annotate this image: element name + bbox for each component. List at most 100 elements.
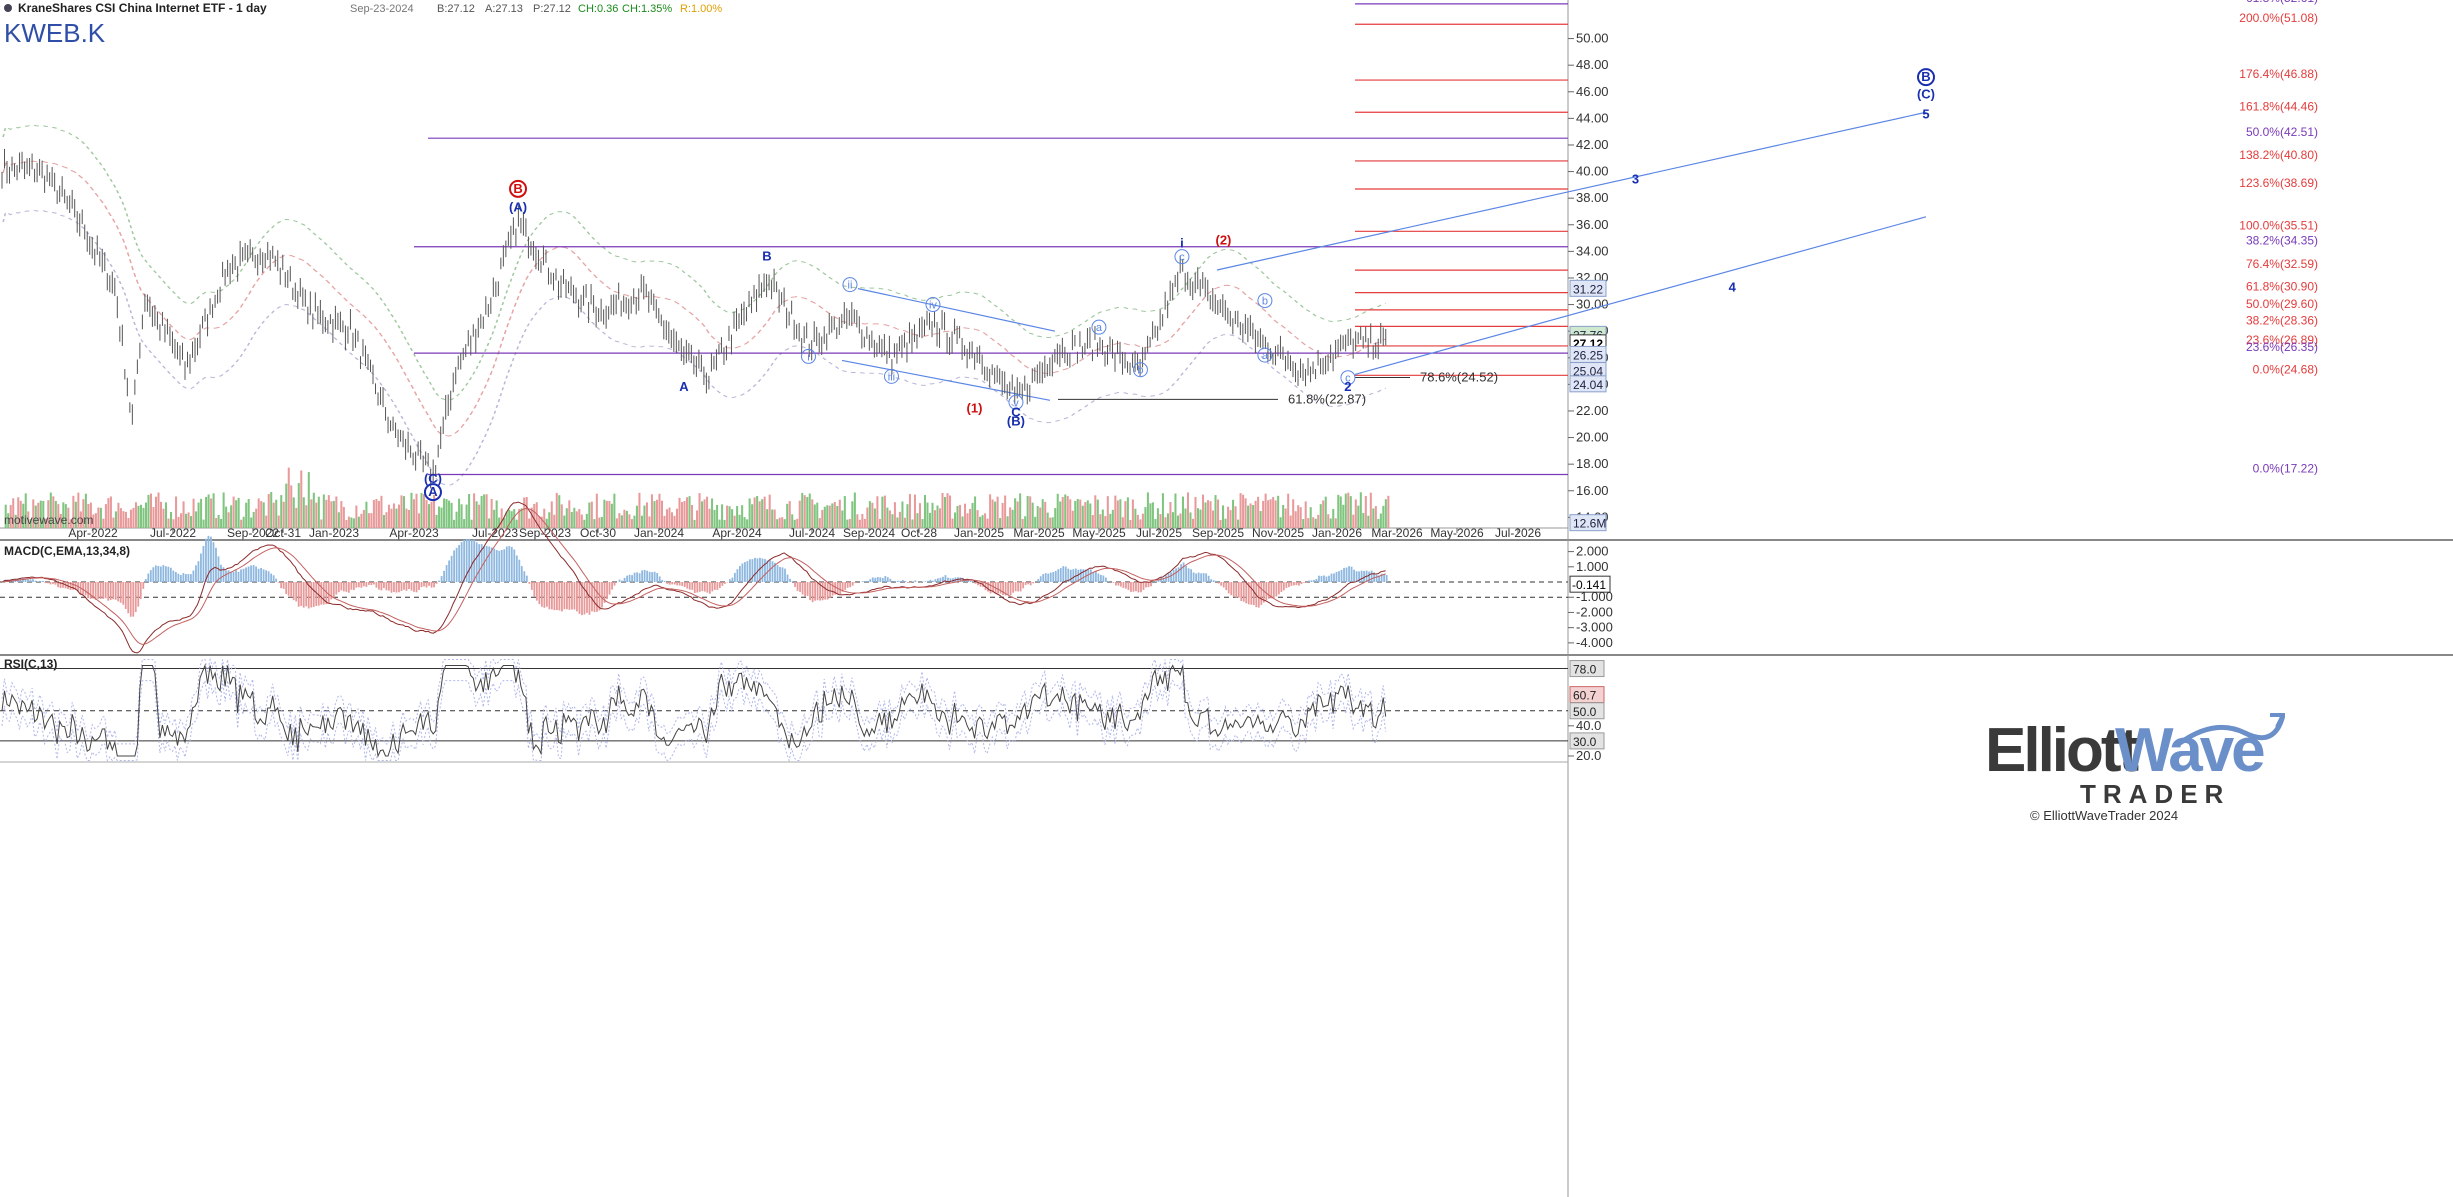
macd-histogram-bar	[1370, 570, 1373, 583]
wave-label: 3	[1632, 172, 1639, 187]
macd-histogram-bar	[1175, 568, 1177, 583]
volume-bar	[177, 516, 180, 528]
volume-bar	[1001, 502, 1004, 528]
macd-histogram-bar	[400, 582, 403, 591]
macd-histogram-bar	[774, 562, 776, 583]
macd-histogram-bar	[638, 573, 641, 583]
macd-histogram-bar	[1250, 582, 1253, 605]
macd-histogram-bar	[1232, 582, 1235, 597]
volume-bar	[1267, 500, 1270, 528]
macd-histogram-bar	[809, 582, 811, 601]
volume-bar	[142, 507, 145, 528]
volume-bar	[1309, 507, 1312, 528]
settings-icon	[4, 4, 12, 12]
macd-histogram-bar	[463, 539, 466, 583]
volume-bar	[267, 493, 270, 528]
macd-histogram-bar	[94, 582, 97, 600]
macd-histogram-bar	[744, 562, 746, 583]
volume-bar	[781, 517, 784, 528]
macd-histogram-bar	[207, 535, 210, 583]
macd-histogram-bar	[756, 558, 759, 583]
macd-histogram-bar	[1295, 582, 1298, 586]
macd-histogram-bar	[1002, 582, 1005, 596]
volume-bar	[776, 519, 779, 528]
lower-band	[2, 209, 1387, 486]
macd-histogram-bar	[691, 582, 694, 590]
volume-bar	[24, 493, 27, 528]
wave-label: 5	[1922, 106, 1929, 121]
macd-histogram-bar	[42, 580, 44, 583]
volume-bar	[370, 513, 373, 528]
volume-bar	[1379, 513, 1382, 528]
macd-histogram-bar	[1207, 575, 1210, 583]
volume-bar	[608, 500, 611, 528]
volume-bar	[691, 504, 694, 528]
macd-histogram-bar	[1300, 582, 1303, 584]
wave-circle	[1917, 68, 1935, 87]
volume-bar	[362, 509, 365, 528]
macd-histogram-bar	[661, 579, 664, 583]
volume-bar	[1119, 499, 1122, 528]
volume-bar	[1079, 499, 1082, 528]
macd-histogram-bar	[97, 582, 100, 600]
wave-label: b	[1137, 365, 1143, 377]
macd-histogram-bar	[1358, 571, 1360, 583]
volume-bar	[693, 519, 696, 528]
price-badge	[1569, 514, 1607, 532]
watermark-text: motivewave.com	[4, 513, 93, 527]
macd-histogram-bar	[1378, 575, 1381, 583]
volume-bar	[891, 514, 894, 528]
wave-label: B	[1921, 69, 1930, 84]
volume-bar	[448, 500, 451, 528]
macd-histogram-bar	[681, 582, 684, 586]
macd-histogram-bar	[972, 581, 974, 583]
price-badge-label: 24.04	[1573, 378, 1603, 392]
volume-bar	[157, 492, 160, 528]
volume-bar	[330, 501, 333, 528]
volume-bar	[360, 513, 363, 528]
macd-histogram-bar	[608, 582, 611, 595]
macd-histogram-bar	[693, 582, 696, 594]
macd-histogram-bar	[764, 559, 766, 583]
macd-histogram-bar	[195, 565, 197, 583]
macd-histogram-bar	[1155, 581, 1157, 583]
macd-histogram-bar	[628, 574, 631, 583]
wave-label: a	[1096, 322, 1103, 334]
volume-bar	[943, 497, 947, 528]
macd-histogram-bar	[1280, 582, 1283, 592]
volume-bar	[593, 519, 596, 528]
volume-bar	[640, 515, 643, 528]
macd-histogram-bar	[478, 544, 481, 583]
volume-bar	[1207, 500, 1210, 528]
volume-bar	[696, 510, 699, 528]
macd-histogram-bar	[636, 572, 639, 583]
volume-bar	[122, 511, 125, 528]
volume-bar	[57, 504, 60, 528]
volume-bar	[1337, 494, 1340, 528]
macd-histogram-bar	[357, 582, 360, 588]
volume-bar	[716, 504, 719, 528]
macd-histogram-bar	[57, 582, 59, 588]
volume-bar	[62, 502, 65, 528]
price-axis-label: 48.00	[1576, 57, 1609, 72]
volume-bar	[195, 511, 198, 528]
volume-bar	[207, 494, 210, 528]
macd-histogram-bar	[1197, 572, 1200, 583]
macd-histogram-bar	[879, 577, 882, 583]
macd-histogram-bar	[901, 579, 904, 583]
volume-bar	[1036, 505, 1039, 528]
macd-histogram-bar	[523, 571, 526, 583]
macd-histogram-bar	[24, 579, 27, 583]
macd-histogram-bar	[1235, 582, 1238, 598]
macd-histogram-bar	[1315, 578, 1318, 583]
macd-histogram-bar	[633, 572, 636, 583]
volume-bar	[896, 517, 899, 528]
macd-histogram-bar	[468, 539, 471, 583]
volume-bar	[230, 505, 233, 528]
macd-histogram-bar	[119, 582, 122, 603]
macd-histogram-bar	[367, 582, 370, 585]
wave-circle	[1008, 394, 1024, 410]
macd-histogram-bar	[801, 582, 804, 595]
